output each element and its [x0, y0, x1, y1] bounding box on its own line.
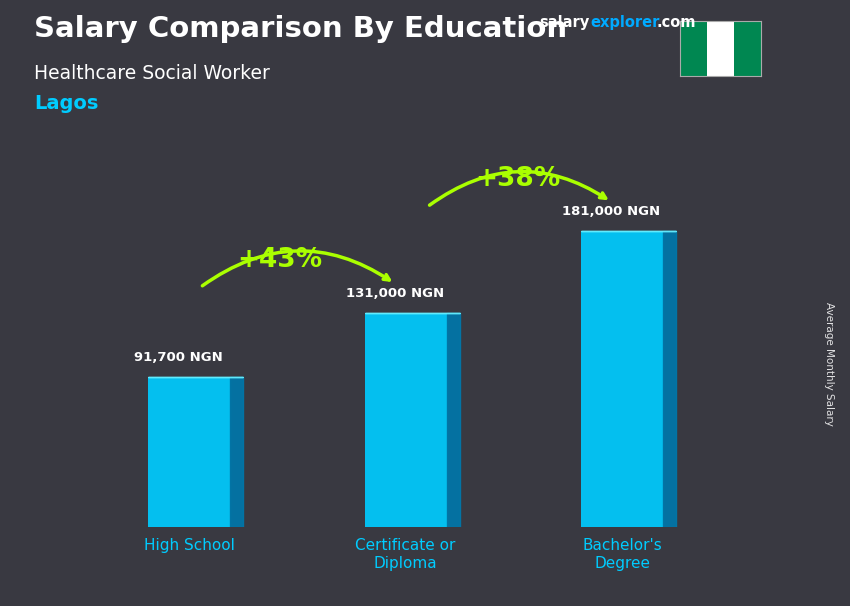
Text: Salary Comparison By Education: Salary Comparison By Education — [34, 15, 567, 43]
Text: explorer: explorer — [591, 15, 660, 30]
Polygon shape — [663, 231, 676, 527]
Bar — [734, 21, 761, 76]
Bar — [581, 231, 663, 527]
Bar — [148, 378, 230, 527]
Text: Lagos: Lagos — [34, 94, 99, 113]
Text: Average Monthly Salary: Average Monthly Salary — [824, 302, 834, 425]
Text: salary: salary — [540, 15, 590, 30]
Polygon shape — [230, 378, 243, 527]
Bar — [365, 313, 447, 527]
Text: .com: .com — [656, 15, 695, 30]
Text: +43%: +43% — [238, 247, 323, 273]
Bar — [680, 21, 707, 76]
Bar — [707, 21, 734, 76]
Text: 91,700 NGN: 91,700 NGN — [134, 351, 223, 364]
Text: 181,000 NGN: 181,000 NGN — [562, 205, 660, 218]
Text: Healthcare Social Worker: Healthcare Social Worker — [34, 64, 269, 82]
Text: 131,000 NGN: 131,000 NGN — [346, 287, 444, 300]
Text: +38%: +38% — [475, 166, 561, 192]
Polygon shape — [447, 313, 460, 527]
